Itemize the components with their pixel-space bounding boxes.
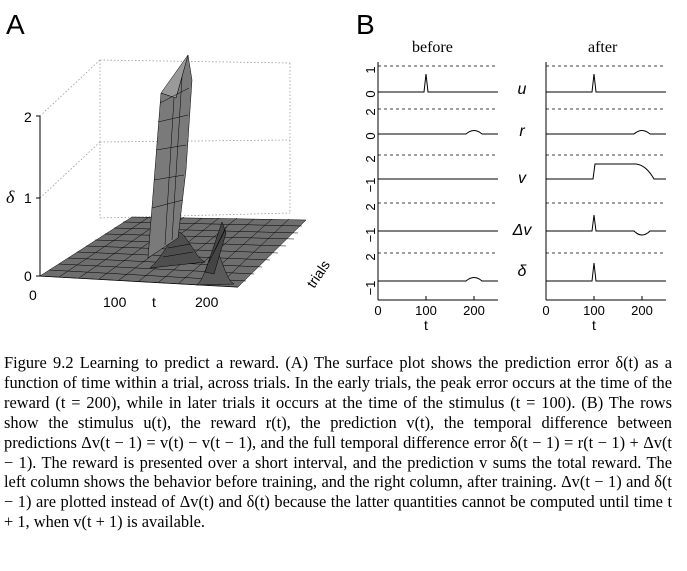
panel-a-ytick-2: 2 <box>24 109 32 125</box>
trace-u-left <box>378 73 498 93</box>
panel-b-col-after: after <box>588 39 618 56</box>
x-tick-label-left: 0 <box>374 303 381 318</box>
y-tick-label-delta: −1 <box>363 281 378 296</box>
x-tick-label-right: 200 <box>631 303 653 318</box>
panel-b-label: B <box>356 9 375 40</box>
y-tick-label-dv: 2 <box>363 203 378 210</box>
x-tick-label-right: 0 <box>542 303 549 318</box>
y-tick-label-dv: −1 <box>363 228 378 243</box>
panel-b-labels: 1 0 2 0 2 −1 2 −1 2 −1 u r v Δv δ 0 100 200 t 0 100 200 t <box>363 66 653 333</box>
x-tick-label-left: 200 <box>463 303 485 318</box>
panel-a-y-label: δ <box>6 187 15 207</box>
trace-r-left <box>378 130 498 135</box>
panel-a-xtick-0: 0 <box>29 287 37 303</box>
y-tick-label-r: 0 <box>363 132 378 139</box>
row-label-u: u <box>518 81 527 98</box>
y-tick-label-v: 2 <box>363 155 378 162</box>
surface-middle-ridge <box>149 231 206 269</box>
x-tick-label-right: 100 <box>583 303 605 318</box>
panel-a-ytick-0: 0 <box>24 268 32 284</box>
panel-a-label: A <box>6 9 25 40</box>
row-label-delta: δ <box>518 263 528 280</box>
panel-a-xtick-100: 100 <box>103 294 127 310</box>
x-tick-label-left: 100 <box>415 303 437 318</box>
panel-b-col-before: before <box>412 39 453 56</box>
surface-peak <box>147 54 193 259</box>
surface-late-ridge <box>195 221 235 286</box>
y-tick-label-u: 1 <box>363 66 378 73</box>
row-label-v: v <box>518 170 527 187</box>
y-tick-label-v: −1 <box>363 178 378 193</box>
panel-a-x-label: t <box>152 294 156 310</box>
trace-v-right <box>546 163 666 180</box>
y-tick-label-u: 0 <box>363 90 378 97</box>
row-label-dv: Δv <box>512 222 533 239</box>
trace-delta-left <box>378 277 498 282</box>
panel-a-depth-label: trials <box>303 257 333 290</box>
trace-r-right <box>546 130 666 135</box>
figure-9-2: A <box>6 9 666 333</box>
panel-b-traces <box>377 62 666 301</box>
y-tick-label-r: 2 <box>363 108 378 115</box>
panel-a-surface-plot: 2 1 0 δ 0 100 t 200 trials <box>6 54 333 310</box>
panel-a-xtick-200: 200 <box>195 294 219 310</box>
figure-caption: Figure 9.2 Learning to predict a reward.… <box>4 353 672 532</box>
trace-dv-right <box>546 214 666 236</box>
x-axis-label-right: t <box>592 317 596 333</box>
caption-text: Figure 9.2 Learning to predict a reward.… <box>4 353 672 532</box>
row-label-r: r <box>519 123 525 140</box>
x-axis-label-left: t <box>424 317 428 333</box>
y-tick-label-delta: 2 <box>363 253 378 260</box>
trace-delta-right <box>546 262 666 282</box>
trace-u-right <box>546 73 666 93</box>
panel-a-ytick-1: 1 <box>24 190 32 206</box>
